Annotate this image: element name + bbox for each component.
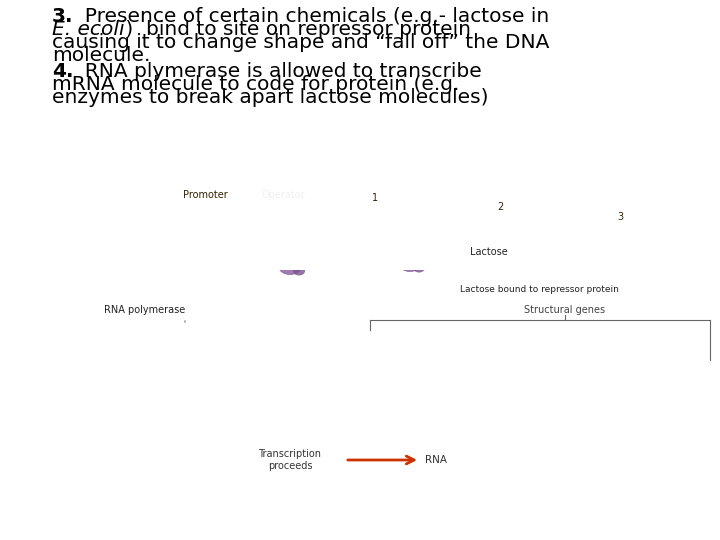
Text: Operator: Operator bbox=[261, 190, 305, 200]
Text: RNA: RNA bbox=[425, 455, 447, 465]
Text: 4.: 4. bbox=[52, 63, 73, 82]
Ellipse shape bbox=[690, 217, 720, 249]
Text: Transcription
proceeds: Transcription proceeds bbox=[258, 449, 322, 471]
Text: Promoter: Promoter bbox=[183, 190, 228, 200]
Ellipse shape bbox=[145, 116, 265, 220]
Text: molecule.: molecule. bbox=[52, 46, 150, 65]
Ellipse shape bbox=[296, 73, 324, 97]
Ellipse shape bbox=[313, 76, 327, 86]
Ellipse shape bbox=[165, 181, 245, 209]
Text: RNA plymerase is allowed to transcribe: RNA plymerase is allowed to transcribe bbox=[72, 63, 482, 82]
Ellipse shape bbox=[278, 120, 352, 160]
Text: Presence of certain chemicals (e.g.- lactose in: Presence of certain chemicals (e.g.- lac… bbox=[72, 7, 549, 26]
Text: enzymes to break apart lactose molecules): enzymes to break apart lactose molecules… bbox=[52, 88, 488, 107]
Ellipse shape bbox=[293, 267, 305, 275]
Text: 1: 1 bbox=[372, 193, 378, 203]
Bar bbox=[0, 179, 75, 211]
Text: mRNA molecule to code for protein (e.g.: mRNA molecule to code for protein (e.g. bbox=[52, 75, 459, 94]
Text: causing it to change shape and “fall off” the DNA: causing it to change shape and “fall off… bbox=[52, 33, 549, 52]
Text: )  bind to site on repressor protein: ) bind to site on repressor protein bbox=[119, 20, 471, 39]
Text: E. ecoli: E. ecoli bbox=[52, 20, 125, 39]
Bar bbox=[153, 179, 325, 211]
Ellipse shape bbox=[261, 86, 348, 138]
Ellipse shape bbox=[398, 253, 422, 272]
Text: Structural genes: Structural genes bbox=[524, 305, 606, 315]
Ellipse shape bbox=[278, 255, 302, 274]
Text: 3: 3 bbox=[617, 212, 623, 222]
Ellipse shape bbox=[282, 94, 302, 110]
Ellipse shape bbox=[413, 264, 425, 273]
Ellipse shape bbox=[318, 248, 342, 267]
Ellipse shape bbox=[333, 260, 345, 268]
Ellipse shape bbox=[368, 249, 380, 259]
Ellipse shape bbox=[353, 239, 377, 258]
Text: RNA polymerase: RNA polymerase bbox=[104, 305, 186, 315]
Polygon shape bbox=[320, 179, 720, 249]
Ellipse shape bbox=[177, 137, 243, 184]
Text: Lactose bound to repressor protein: Lactose bound to repressor protein bbox=[460, 286, 619, 294]
Text: Regulator
gene: Regulator gene bbox=[17, 185, 54, 205]
Ellipse shape bbox=[248, 78, 372, 182]
Ellipse shape bbox=[182, 143, 204, 158]
Bar bbox=[70, 179, 158, 211]
Text: Lactose: Lactose bbox=[470, 247, 508, 257]
Text: 2: 2 bbox=[497, 202, 503, 212]
Text: 3.: 3. bbox=[52, 7, 73, 26]
